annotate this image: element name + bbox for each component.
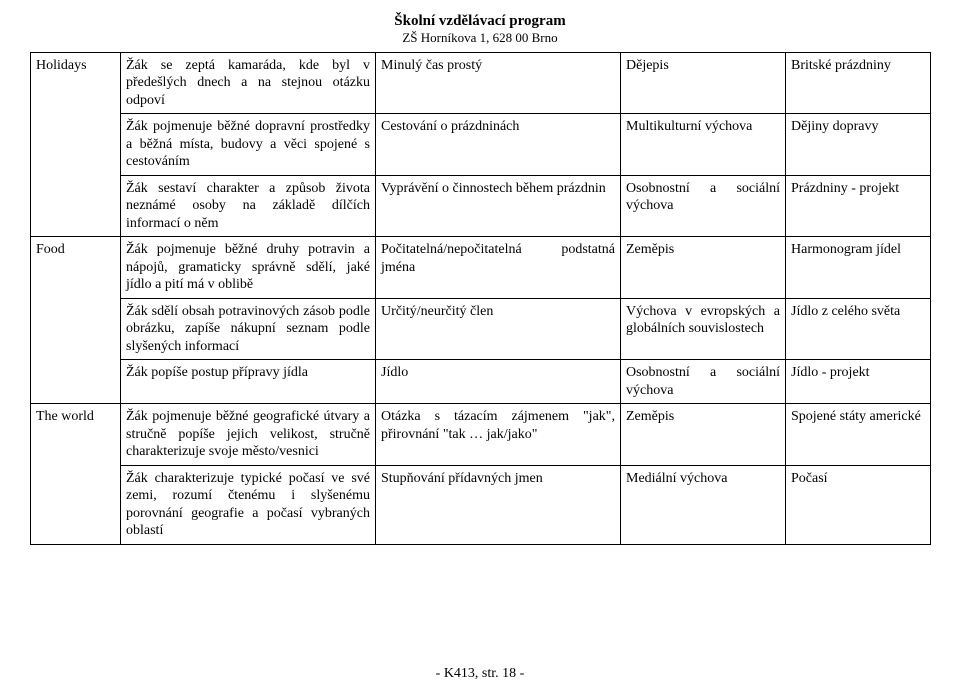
table-row: The worldŽák pojmenuje běžné geografické…	[31, 404, 931, 466]
cell-c3: Vyprávění o činnostech během prázdnin	[376, 175, 621, 237]
cell-c2: Žák sestaví charakter a způsob života ne…	[121, 175, 376, 237]
cell-c4: Výchova v evropských a globálních souvis…	[621, 298, 786, 360]
cell-c3: Stupňování přídavných jmen	[376, 465, 621, 544]
cell-c1: The world	[31, 404, 121, 466]
cell-c1	[31, 114, 121, 176]
cell-c5: Počasí	[786, 465, 931, 544]
cell-c1	[31, 360, 121, 404]
cell-c2: Žák sdělí obsah potravinových zásob podl…	[121, 298, 376, 360]
cell-c5: Spojené státy americké	[786, 404, 931, 466]
cell-c2: Žák charakterizuje typické počasí ve své…	[121, 465, 376, 544]
cell-c5: Prázdniny - projekt	[786, 175, 931, 237]
header-title: Školní vzdělávací program	[30, 12, 930, 30]
cell-c2: Žák pojmenuje běžné druhy potravin a náp…	[121, 237, 376, 299]
page-header: Školní vzdělávací program ZŠ Horníkova 1…	[30, 12, 930, 46]
cell-c1: Food	[31, 237, 121, 299]
curriculum-tbody: HolidaysŽák se zeptá kamaráda, kde byl v…	[31, 52, 931, 544]
curriculum-table: HolidaysŽák se zeptá kamaráda, kde byl v…	[30, 52, 931, 545]
table-row: Žák sdělí obsah potravinových zásob podl…	[31, 298, 931, 360]
cell-c4: Zeměpis	[621, 404, 786, 466]
cell-c1: Holidays	[31, 52, 121, 114]
cell-c2: Žák se zeptá kamaráda, kde byl v předešl…	[121, 52, 376, 114]
table-row: Žák popíše postup přípravy jídlaJídloOso…	[31, 360, 931, 404]
cell-c5: Dějiny dopravy	[786, 114, 931, 176]
cell-c3: Minulý čas prostý	[376, 52, 621, 114]
cell-c3: Otázka s tázacím zájmenem "jak", přirovn…	[376, 404, 621, 466]
cell-c5: Jídlo z celého světa	[786, 298, 931, 360]
cell-c4: Multikulturní výchova	[621, 114, 786, 176]
table-row: HolidaysŽák se zeptá kamaráda, kde byl v…	[31, 52, 931, 114]
cell-c3: Počitatelná/nepočitatelná podstatná jmén…	[376, 237, 621, 299]
cell-c4: Mediální výchova	[621, 465, 786, 544]
cell-c5: Harmonogram jídel	[786, 237, 931, 299]
cell-c4: Osobnostní a sociální výchova	[621, 360, 786, 404]
cell-c4: Zeměpis	[621, 237, 786, 299]
cell-c3: Cestování o prázdninách	[376, 114, 621, 176]
page: Školní vzdělávací program ZŠ Horníkova 1…	[0, 0, 960, 696]
cell-c1	[31, 298, 121, 360]
table-row: Žák sestaví charakter a způsob života ne…	[31, 175, 931, 237]
cell-c4: Dějepis	[621, 52, 786, 114]
cell-c1	[31, 175, 121, 237]
table-row: FoodŽák pojmenuje běžné druhy potravin a…	[31, 237, 931, 299]
cell-c2: Žák pojmenuje běžné geografické útvary a…	[121, 404, 376, 466]
cell-c3: Určitý/neurčitý člen	[376, 298, 621, 360]
cell-c2: Žák pojmenuje běžné dopravní prostředky …	[121, 114, 376, 176]
table-row: Žák pojmenuje běžné dopravní prostředky …	[31, 114, 931, 176]
cell-c1	[31, 465, 121, 544]
header-subtitle: ZŠ Horníkova 1, 628 00 Brno	[30, 30, 930, 46]
table-row: Žák charakterizuje typické počasí ve své…	[31, 465, 931, 544]
cell-c3: Jídlo	[376, 360, 621, 404]
cell-c4: Osobnostní a sociální výchova	[621, 175, 786, 237]
cell-c5: Britské prázdniny	[786, 52, 931, 114]
page-footer: - K413, str. 18 -	[0, 666, 960, 682]
cell-c2: Žák popíše postup přípravy jídla	[121, 360, 376, 404]
cell-c5: Jídlo - projekt	[786, 360, 931, 404]
